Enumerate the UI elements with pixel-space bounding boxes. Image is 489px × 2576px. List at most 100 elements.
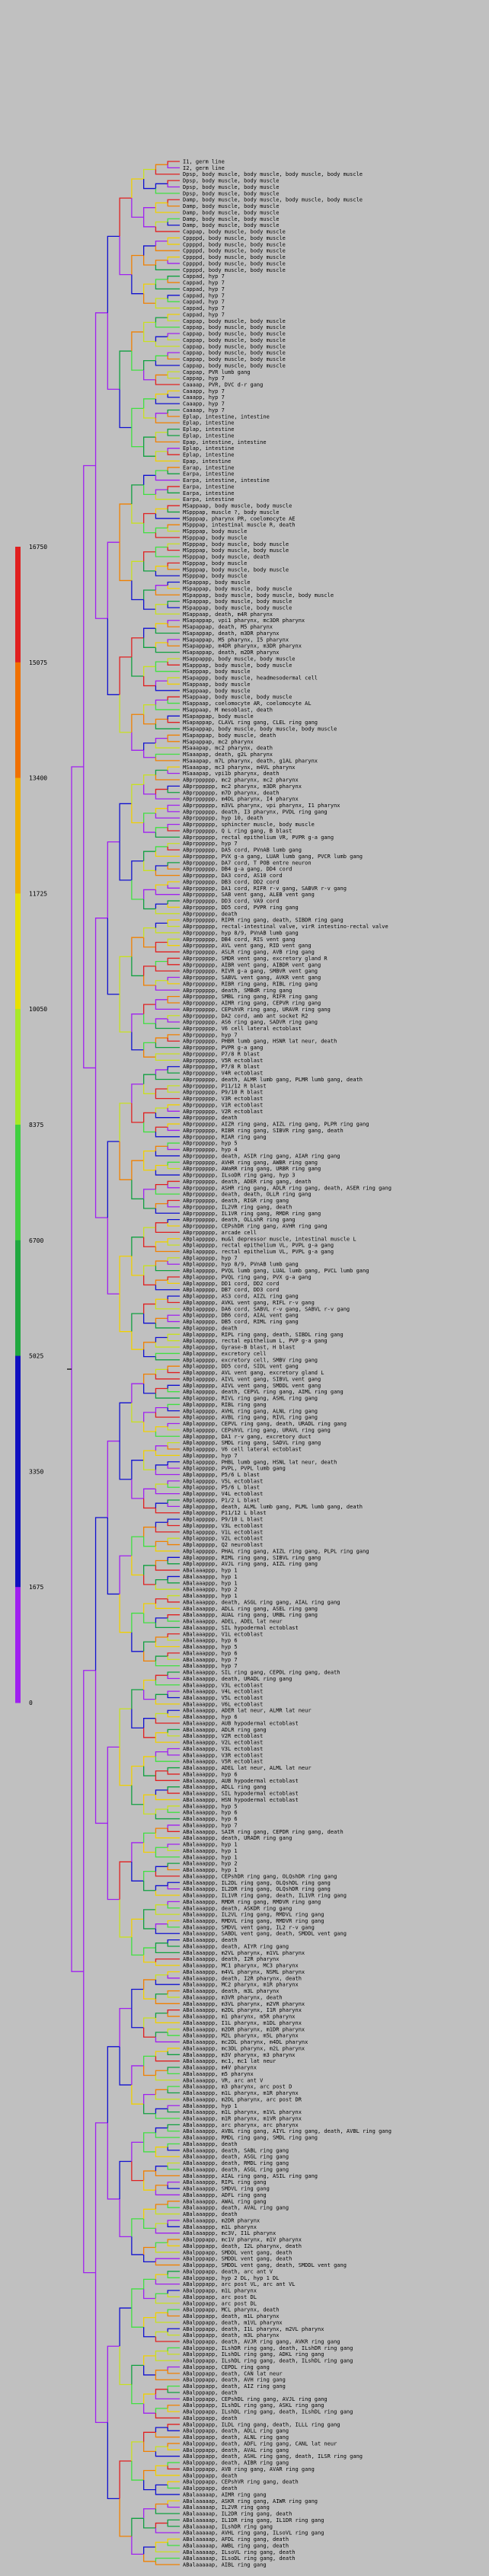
tree-edge [155,1323,180,1329]
leaf-label: MSapappap, CLAVL ring gang, CLEL ring ga… [183,720,318,726]
tree-edge [155,1069,168,1075]
tree-edge [167,161,180,165]
leaf-label: ABalpppapp, arc post DL [183,2294,257,2300]
tree-edge [167,1203,180,1208]
tree-edge [155,169,180,175]
tree-edge [167,432,180,436]
tree-edge [131,331,144,352]
tree-edge [167,904,180,908]
tree-edge [155,2298,180,2304]
leaf-label: ABprpppppp, m3VL pharynx, vpi pharynx, I… [183,803,340,809]
leaf-label: ABalaaappp, death, ASGL ring gang [183,2154,289,2160]
tree-edge [167,1729,180,1733]
leaf-label: ABalaaappp, m4V pharynx [183,2065,257,2071]
tree-edge [107,1141,120,1218]
tree-edge [143,822,156,833]
leaf-label: ABalaaappp, m2DR pharynx, m1DR pharynx [183,2026,305,2032]
leaf-label: MSapappap, body muscle, body muscle, bod… [183,726,337,733]
leaf-label: ABalaaappp, hyp 6 [183,1771,238,1777]
tree-edge [155,1852,180,1858]
tree-edge [167,1038,180,1042]
tree-edge [167,1085,180,1090]
leaf-label: ABalaaappp, m5 pharynx [183,2071,254,2077]
tree-edge [143,1979,156,1990]
leaf-label: ABalaaappp, IL2VL ring gang, RMDVL ring … [183,1912,324,1918]
leaf-label: ABalaaappp, hyp 7 [183,1657,238,1663]
tree-edge [131,254,144,275]
tree-edge [155,475,180,481]
tree-edge [143,1641,156,1652]
tree-edge [167,2424,180,2428]
tree-edge [155,1904,168,1910]
leaf-label: ABalpppapp, death, ADFL ring gang, CANL … [183,2440,337,2447]
tree-edge [167,1388,180,1393]
tree-edge [167,1537,180,1542]
tree-edge [143,331,156,343]
tree-edge [167,738,180,742]
tree-edge [167,1882,180,1886]
leaf-label: Cappad, hyp 7 [183,273,225,279]
tree-edge [155,1112,180,1119]
tree-edge [143,2393,156,2404]
colorbar-segment [15,1009,21,1125]
leaf-label: ABalaaappp, hyp 6 [183,1714,238,1720]
tree-edge [167,2166,180,2170]
tree-edge [167,846,180,851]
tree-edge [155,1368,168,1374]
tree-edge [94,312,108,466]
leaf-label: ABalpppapp, death, m1VL pharynx [183,2319,283,2325]
tree-edge [155,489,168,495]
tree-edge [107,2122,120,2200]
leaf-label: ABplappppp, PVQL lumb gang, LUAL lumb ga… [183,1268,369,1274]
leaf-label: ABalaaappp, m3V pharynx, m3 pharynx [183,2052,296,2058]
tree-edge [155,2132,180,2138]
leaf-label: ABalaaappp, m1L pharynx [183,2224,257,2230]
tree-edge [119,542,132,582]
tree-edge [167,766,180,771]
tree-edge [167,696,180,701]
tree-edge [155,1636,168,1642]
leaf-label: ABplappppp, P5/6 L blast [183,1485,260,1491]
tree-edge [167,1461,180,1465]
tree-edge [143,1603,156,1614]
tree-edge [167,1808,180,1813]
leaf-label: ABalpppapp, mc1V pharynx, m1V pharynx [183,2237,302,2243]
tree-edge [167,2523,180,2527]
tree-edge [155,922,168,928]
colorbar-segment [15,893,21,1010]
leaf-label: ABalaaappp, MC2 pharynx, m1R pharynx [183,1982,299,1988]
tree-edge [155,1393,180,1399]
leaf-label: ABplappppp, DA6 cord, SABVL r-v gang, SA… [183,1306,350,1312]
tree-edge [143,1013,156,1024]
tree-edge [167,1142,180,1147]
tree-edge [167,1384,180,1389]
leaf-label: ABplappppp, AVL vent gang, excretory gla… [183,1370,324,1376]
colorbar-tick-label: 5025 [29,1353,43,1360]
leaf-label: ABprpppppp, death, ADER ring gang, death [183,1179,312,1185]
tree-edge [143,1384,156,1394]
tree-edge [167,1066,180,1070]
tree-edge [167,260,180,264]
tree-edge [155,889,180,895]
colorbar-tick-label: 1675 [29,1584,43,1591]
leaf-label: Cappap, body muscle, body muscle [183,362,286,369]
tree-edge [155,604,168,610]
leaf-label: ABalaaappp, m2DL pharynx, I1R pharynx [183,2007,302,2013]
leaf-label: ABplappppp, AS3 cord, AIZL ring gang [183,1294,299,1300]
leaf-label: Dpsp, body muscle, body muscle [183,190,279,196]
tree-edge [167,562,180,567]
tree-edge [143,599,156,610]
tree-edge [143,704,156,715]
tree-edge [167,1108,180,1112]
leaf-label: Cappad, hyp 7 [183,305,225,311]
leaf-label: ABalaaappp, RIPL ring gang [183,2179,267,2185]
tree-edge [167,1690,180,1695]
leaf-label: ABalaaappp, hyp 1 [183,1580,238,1586]
leaf-label: ABplappppp, DB7 cord, DD3 cord [183,1287,279,1293]
tree-edge [143,1488,156,1499]
leaf-label: ABplappppp, excretory cell, SMBV ring ga… [183,1357,318,1363]
tree-edge [167,1280,180,1285]
leaf-label: Eplap, intestine, intestine [183,413,270,420]
tree-edge [143,283,156,294]
leaf-label: ABalaaaaap, AWBL ring gang, death [183,2542,289,2549]
